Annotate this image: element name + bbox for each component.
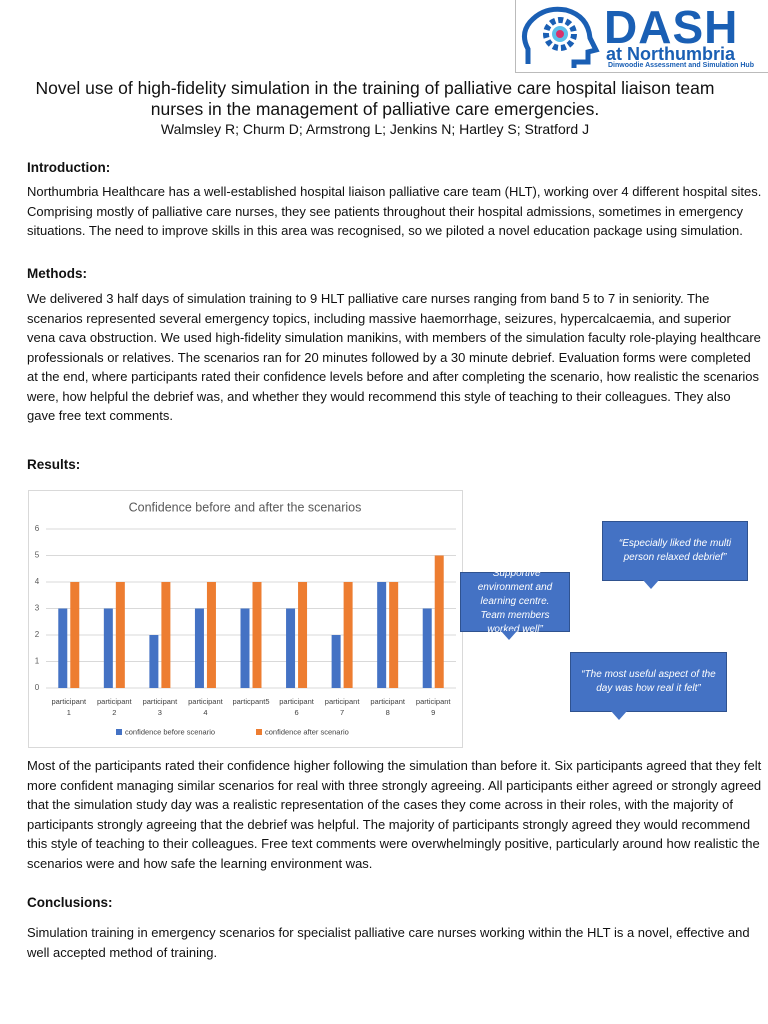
bar	[343, 582, 353, 688]
section-heading: Introduction:	[27, 160, 111, 175]
section-text: We delivered 3 half days of simulation t…	[27, 291, 761, 423]
legend-label: confidence before scenario	[125, 727, 215, 736]
authors: Walmsley R; Churm D; Armstrong L; Jenkin…	[160, 121, 590, 137]
x-tick-line: participant	[325, 697, 361, 706]
bar	[103, 608, 113, 688]
section-heading: Results:	[27, 457, 81, 472]
x-tick-label: particpant5	[232, 697, 269, 706]
quote-callout: “Supportive environment and learning cen…	[460, 568, 570, 640]
x-tick-label: participant 9	[416, 697, 452, 717]
logo-name: DASH	[604, 1, 739, 53]
bar	[389, 582, 399, 688]
bar	[115, 582, 125, 688]
x-tick-label: participant 4	[188, 697, 224, 717]
logo-subtitle: at Northumbria	[606, 44, 736, 64]
x-tick-label: participant 2	[97, 697, 133, 717]
x-tick-label: participant 1	[51, 697, 87, 717]
y-tick-label: 1	[35, 657, 40, 666]
x-tick-line: 8	[386, 708, 390, 717]
section-text: Simulation training in emergency scenari…	[27, 925, 750, 960]
x-tick-line: 6	[294, 708, 298, 717]
bar	[194, 608, 204, 688]
x-tick-line: participant	[97, 697, 133, 706]
bar	[298, 582, 308, 688]
logo-tagline: Dinwoodie Assessment and Simulation Hub	[608, 62, 754, 69]
x-tick-line: 7	[340, 708, 344, 717]
logo-icon	[522, 6, 600, 68]
legend-swatch	[116, 729, 122, 735]
bar	[252, 582, 262, 688]
bar	[434, 555, 444, 688]
bar	[161, 582, 171, 688]
y-tick-label: 0	[35, 683, 40, 692]
bar	[149, 635, 159, 688]
x-tick-label: participant 6	[279, 697, 315, 717]
y-tick-label: 3	[35, 604, 40, 613]
section-text: Most of the participants rated their con…	[27, 758, 762, 871]
section-heading: Conclusions:	[27, 895, 113, 910]
x-tick-label: participant 3	[143, 697, 179, 717]
quote-callout: “The most useful aspect of the day was h…	[570, 652, 727, 720]
x-tick-line: participant	[51, 697, 87, 706]
legend-label: confidence after scenario	[265, 727, 349, 736]
bar	[240, 608, 250, 688]
bar	[70, 582, 80, 688]
bar	[422, 608, 432, 688]
chart: Confidence before and after the scenario…	[28, 490, 463, 748]
chart-title: Confidence before and after the scenario…	[129, 500, 362, 514]
bar	[206, 582, 216, 688]
y-tick-label: 6	[35, 524, 40, 533]
quote-callout: “Especially liked the multi person relax…	[602, 521, 748, 589]
x-tick-line: 2	[112, 708, 116, 717]
y-tick-label: 4	[35, 577, 40, 586]
x-tick-line: participant	[416, 697, 452, 706]
logo-frame	[515, 0, 768, 73]
section-heading: Methods:	[27, 266, 87, 281]
x-tick-line: 3	[158, 708, 162, 717]
x-tick-line: 4	[203, 708, 207, 717]
x-tick-line: participant	[188, 697, 224, 706]
x-tick-line: particpant5	[232, 697, 269, 706]
x-tick-line: 1	[67, 708, 71, 717]
x-tick-line: 9	[431, 708, 435, 717]
y-tick-label: 5	[35, 551, 40, 560]
title: Novel use of high-fidelity simulation in…	[35, 78, 715, 119]
y-tick-label: 2	[35, 630, 40, 639]
bar	[331, 635, 341, 688]
legend-swatch	[256, 729, 262, 735]
bar	[377, 582, 387, 688]
bar	[58, 608, 68, 688]
x-tick-line: participant	[370, 697, 406, 706]
section-text: Northumbria Healthcare has a well-establ…	[27, 184, 762, 238]
x-tick-label: participant 8	[370, 697, 406, 717]
x-tick-line: participant	[143, 697, 179, 706]
x-tick-line: participant	[279, 697, 315, 706]
bar	[286, 608, 296, 688]
x-tick-label: participant 7	[325, 697, 361, 717]
